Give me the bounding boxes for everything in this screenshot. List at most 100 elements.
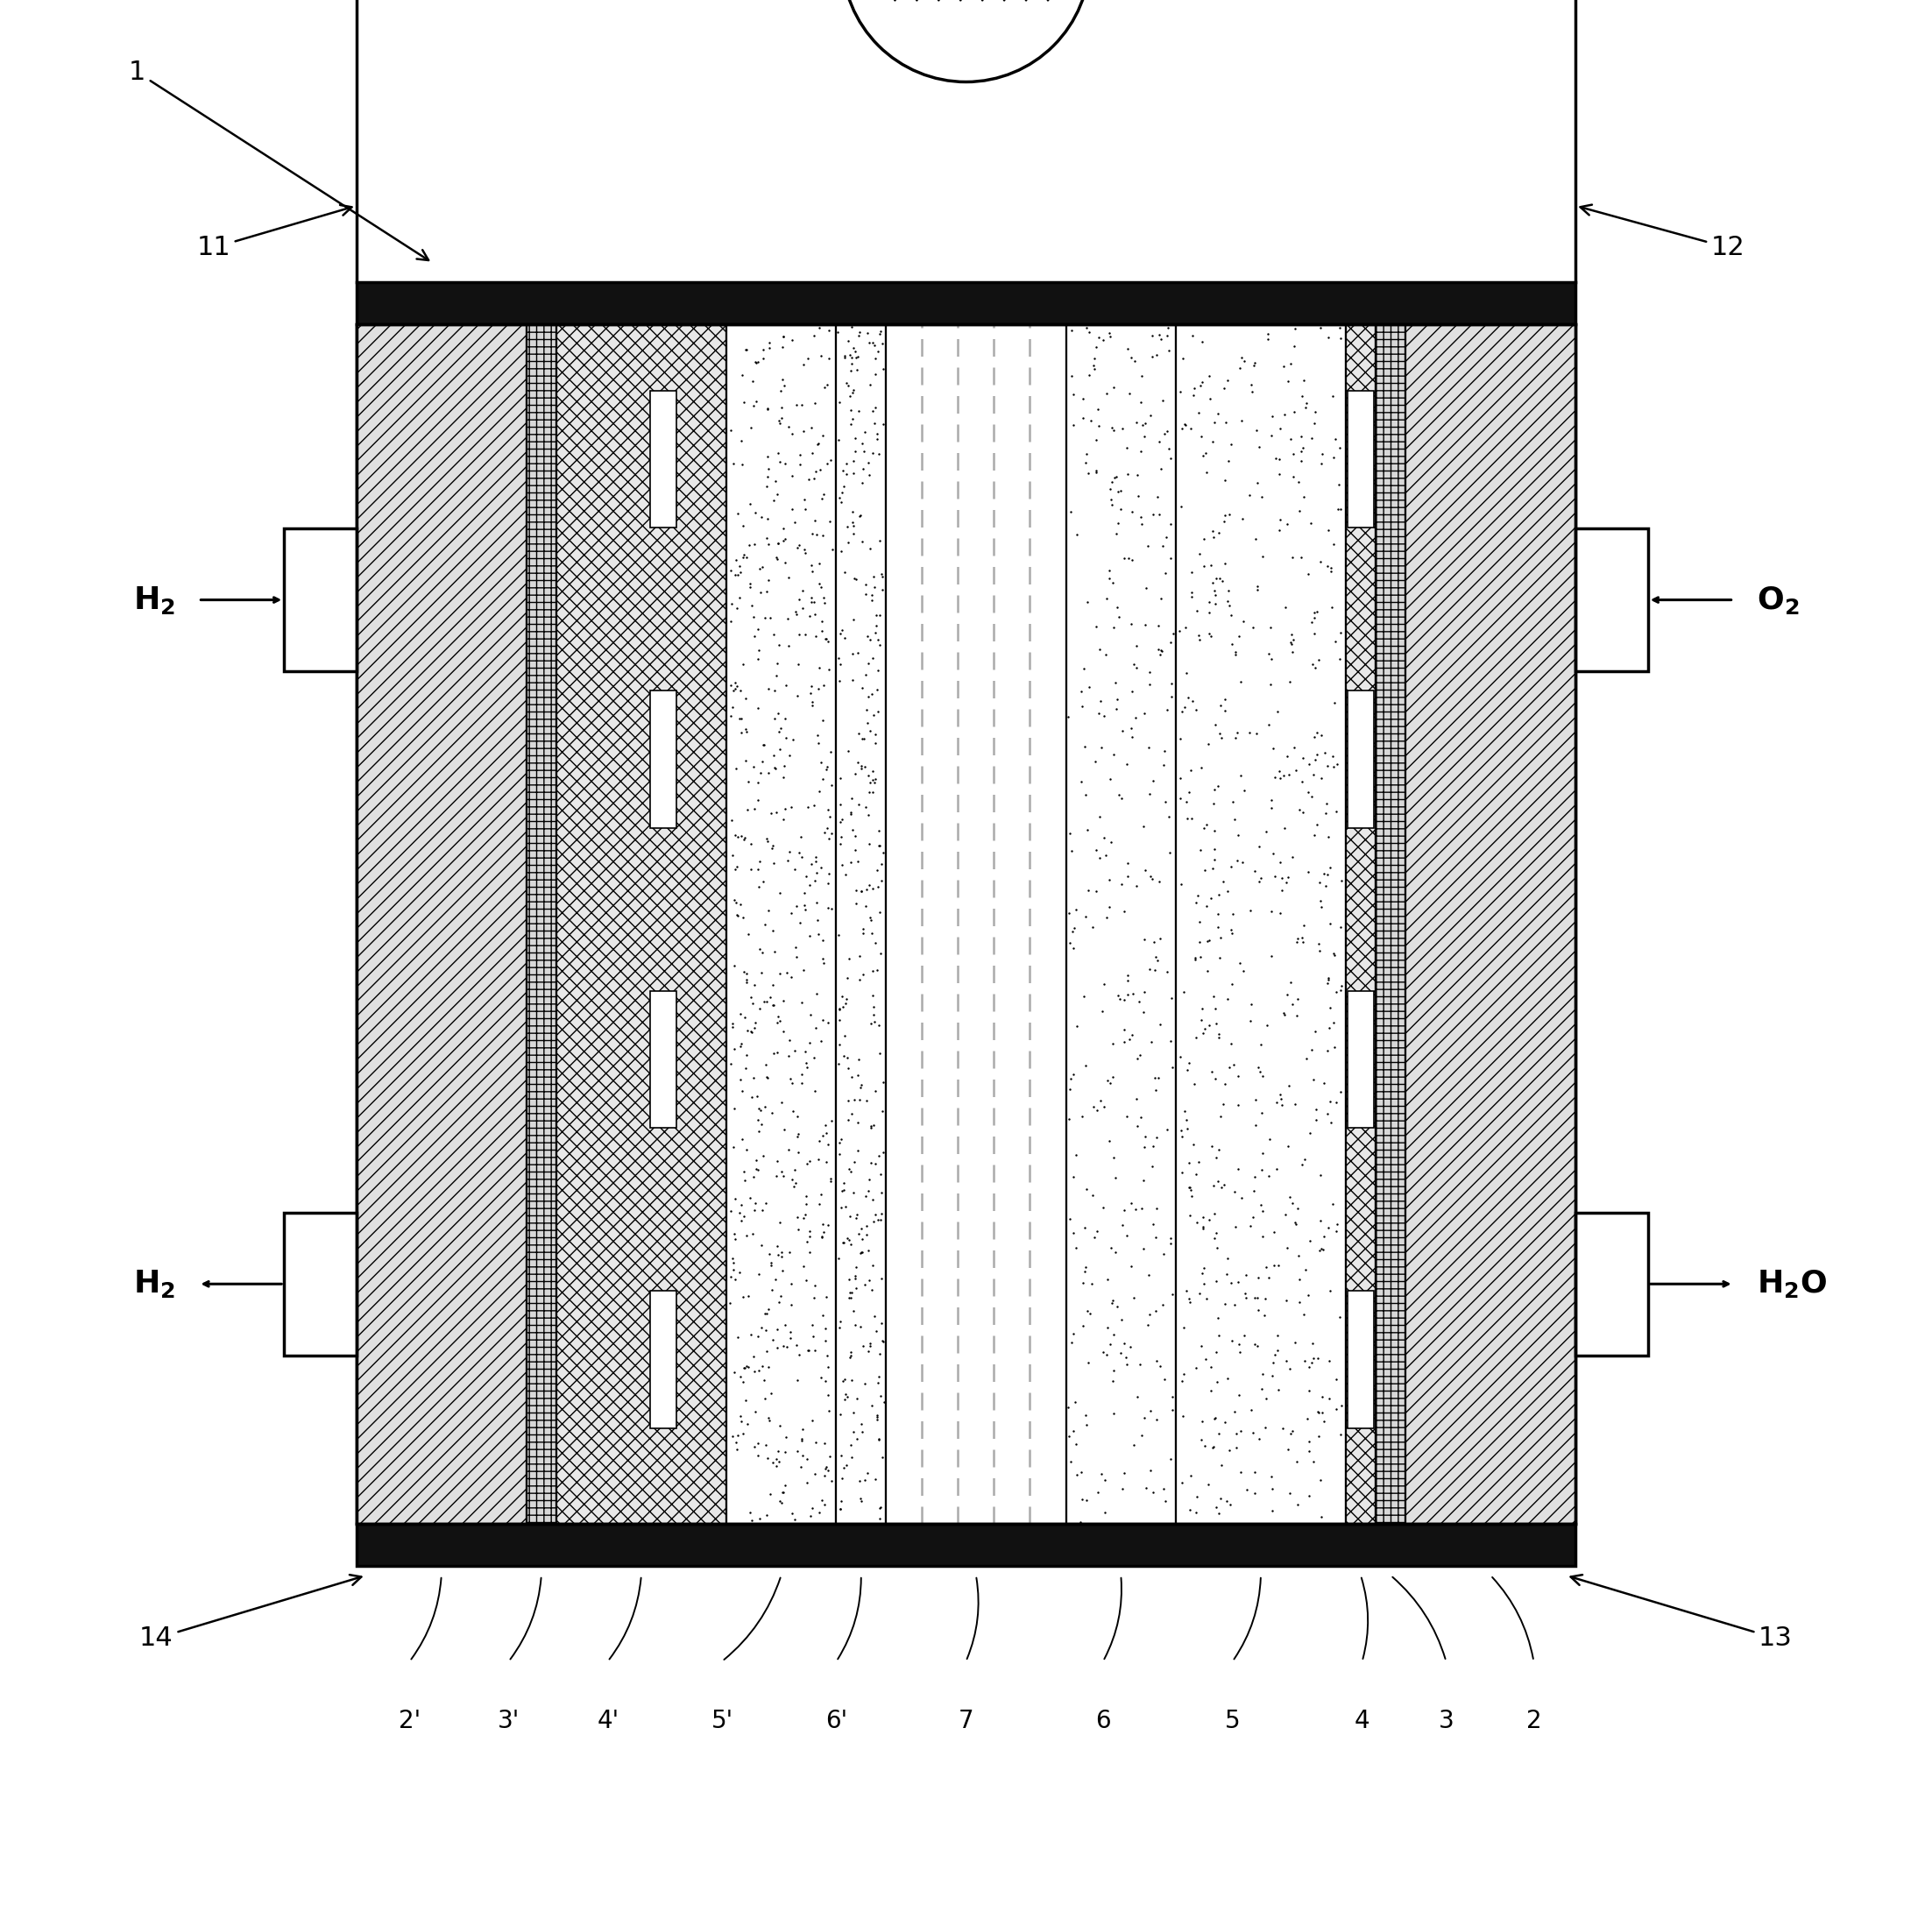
Point bbox=[1138, 1208, 1169, 1238]
Point bbox=[825, 994, 856, 1025]
Point bbox=[1165, 783, 1196, 813]
Point bbox=[1242, 1052, 1273, 1082]
Point bbox=[752, 823, 782, 853]
Point bbox=[1169, 1313, 1200, 1343]
Point bbox=[827, 615, 858, 646]
Point bbox=[1092, 1313, 1122, 1343]
Point bbox=[1165, 869, 1196, 899]
Point bbox=[1105, 1305, 1136, 1335]
Point bbox=[781, 598, 811, 629]
Point bbox=[738, 1431, 769, 1461]
Point bbox=[1267, 1414, 1298, 1444]
Point bbox=[1304, 1160, 1335, 1191]
Point bbox=[1061, 520, 1092, 551]
Point bbox=[867, 354, 898, 385]
Point bbox=[1198, 834, 1229, 865]
Point bbox=[1294, 1225, 1325, 1255]
Point bbox=[1254, 638, 1285, 669]
Point bbox=[1094, 892, 1124, 922]
Point bbox=[736, 983, 767, 1013]
Point bbox=[810, 1427, 840, 1457]
Point bbox=[1256, 1461, 1287, 1492]
Point bbox=[1293, 1280, 1323, 1311]
Point bbox=[1250, 1412, 1281, 1442]
Point bbox=[864, 1141, 895, 1172]
Point bbox=[1287, 446, 1318, 476]
Point bbox=[1242, 1330, 1273, 1360]
Point bbox=[858, 1206, 889, 1236]
Point bbox=[719, 1034, 750, 1065]
Point bbox=[777, 1497, 808, 1528]
Point bbox=[815, 817, 846, 848]
Point bbox=[1271, 867, 1302, 897]
Point bbox=[769, 547, 800, 577]
Point bbox=[810, 817, 840, 848]
Point bbox=[769, 371, 800, 402]
Point bbox=[825, 1494, 856, 1524]
Point bbox=[1314, 1213, 1345, 1244]
Point bbox=[838, 423, 869, 453]
Point bbox=[1068, 404, 1099, 434]
Point bbox=[1136, 1151, 1167, 1181]
Point bbox=[752, 987, 782, 1017]
Point bbox=[744, 933, 775, 964]
Point bbox=[1271, 979, 1302, 1010]
Point bbox=[1097, 1288, 1128, 1318]
Point bbox=[1066, 1484, 1097, 1514]
Point bbox=[825, 1307, 856, 1337]
Point bbox=[786, 1452, 817, 1482]
Point bbox=[840, 758, 871, 789]
Point bbox=[1144, 610, 1175, 640]
Point bbox=[811, 1118, 842, 1149]
Point bbox=[726, 650, 757, 680]
Point bbox=[719, 1219, 750, 1250]
Point bbox=[786, 842, 817, 872]
Point bbox=[798, 438, 829, 469]
Point bbox=[1188, 1431, 1219, 1461]
Point bbox=[775, 962, 806, 993]
Point bbox=[1177, 802, 1208, 832]
Point bbox=[838, 1396, 869, 1427]
Point bbox=[1109, 1027, 1140, 1057]
Point bbox=[811, 1210, 842, 1240]
Point bbox=[825, 1139, 856, 1170]
Point bbox=[719, 1093, 750, 1124]
Point bbox=[1260, 442, 1291, 472]
Point bbox=[846, 1223, 877, 1253]
Point bbox=[1128, 812, 1159, 842]
Point bbox=[860, 408, 891, 438]
Point bbox=[1126, 387, 1157, 417]
Point bbox=[1122, 1111, 1153, 1141]
Point bbox=[829, 1173, 860, 1204]
Point bbox=[858, 981, 889, 1012]
Point bbox=[728, 511, 759, 541]
Point bbox=[1275, 627, 1306, 657]
Point bbox=[724, 581, 755, 612]
Point bbox=[1080, 876, 1111, 907]
Point bbox=[1117, 979, 1148, 1010]
Point bbox=[1144, 1010, 1175, 1040]
Point bbox=[1150, 1486, 1180, 1516]
Point bbox=[736, 1015, 767, 1046]
Point bbox=[769, 1114, 800, 1145]
Point bbox=[757, 970, 788, 1000]
Bar bbox=[355, 282, 1577, 324]
Point bbox=[815, 770, 846, 800]
Point bbox=[1072, 1347, 1103, 1377]
Point bbox=[732, 794, 763, 825]
Point bbox=[782, 1118, 813, 1149]
Point bbox=[1219, 1212, 1250, 1242]
Point bbox=[742, 613, 773, 644]
Text: 5': 5' bbox=[711, 1709, 732, 1734]
Point bbox=[827, 850, 858, 880]
Point bbox=[806, 1027, 837, 1057]
Point bbox=[1126, 410, 1157, 440]
Point bbox=[1078, 912, 1109, 943]
Point bbox=[782, 1120, 813, 1151]
Point bbox=[1320, 688, 1350, 718]
Point bbox=[846, 1417, 877, 1448]
Point bbox=[800, 846, 831, 876]
Point bbox=[732, 716, 763, 747]
Point bbox=[1138, 766, 1169, 796]
Point bbox=[1155, 627, 1186, 657]
